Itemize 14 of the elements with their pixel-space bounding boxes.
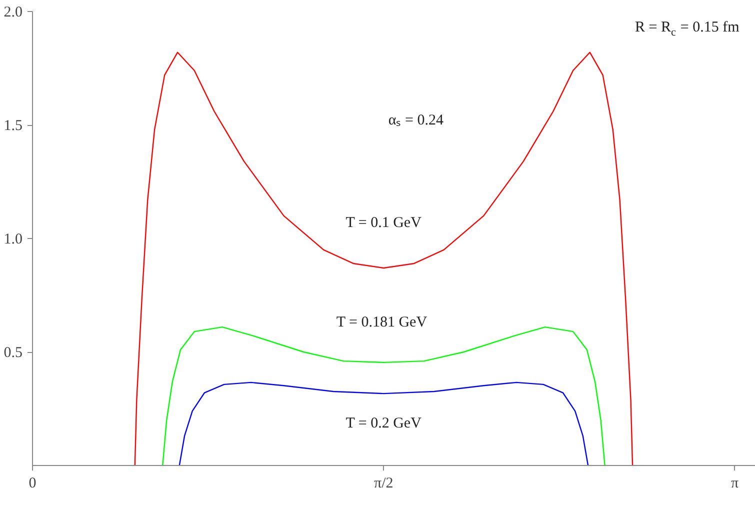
line-series	[162, 326, 606, 466]
series-label: T = 0.1 GeV	[346, 215, 422, 232]
y-tick-label: 2.0	[4, 4, 22, 20]
x-tick-label: 0	[28, 476, 36, 492]
x-tick-label: π/2	[374, 476, 394, 492]
series-label: T = 0.181 GeV	[336, 314, 428, 330]
x-tick-label: π	[731, 476, 740, 492]
y-tick-label: 1.0	[4, 232, 22, 248]
line-series	[134, 52, 634, 466]
annotation: αₛ = 0.24	[388, 112, 444, 128]
line-series	[178, 382, 589, 466]
y-tick-label: 0.5	[4, 345, 22, 361]
y-tick-label: 1.5	[4, 118, 22, 134]
series-label: T = 0.2 GeV	[346, 416, 422, 432]
